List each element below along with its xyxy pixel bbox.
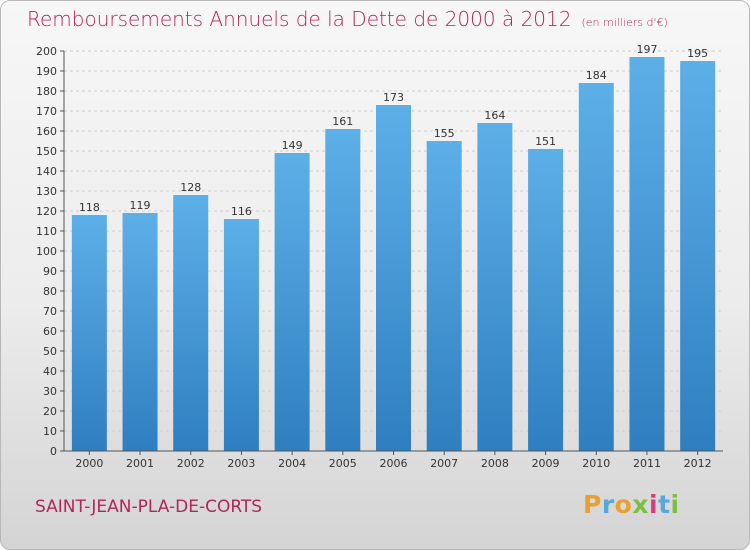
bars: 118 119 128 116 149 161 173 155 164 151 184 197 195 [71,43,716,451]
bar-2004 [274,153,310,451]
chart-title: Remboursements Annuels de la Dette de 20… [27,7,668,31]
y-tick-label: 80 [43,285,57,298]
x-tick-label-2011: 2011 [633,457,661,470]
logo-letter: o [614,490,633,519]
value-label-2001: 119 [130,199,151,212]
value-label-2008: 164 [484,109,505,122]
x-tick-label-2007: 2007 [430,457,458,470]
unit-label: (en milliers d'€) [581,16,668,29]
bar-2012 [680,61,716,451]
title-text: Remboursements Annuels de la Dette de 20… [27,7,572,31]
y-tick-label: 0 [50,445,57,458]
bar-2006 [376,105,411,451]
value-label-2011: 197 [636,43,657,56]
y-tick-label: 30 [43,385,57,398]
bar-2011 [629,57,665,451]
value-label-2006: 173 [383,91,404,104]
proxiti-logo: Proxiti [583,490,680,519]
logo-letter: i [649,490,659,519]
y-tick-label: 100 [36,245,57,258]
y-tick-label: 60 [43,325,57,338]
y-tick-label: 20 [43,405,57,418]
bar-2005 [325,129,361,451]
logo-letter: x [632,490,649,519]
bar-2008 [477,123,513,451]
value-label-2009: 151 [535,135,556,148]
value-label-2012: 195 [687,47,708,60]
logo-letter: t [658,490,671,519]
bar-2007 [426,141,462,451]
y-tick-label: 90 [43,265,57,278]
x-tick-label-2002: 2002 [177,457,205,470]
x-tick-label-2008: 2008 [481,457,509,470]
value-label-2000: 118 [79,201,100,214]
x-tick-label-2010: 2010 [582,457,610,470]
x-tick-label-2004: 2004 [278,457,306,470]
x-tick-label-2009: 2009 [532,457,560,470]
logo-letter: r [601,490,615,519]
x-tick-label-2006: 2006 [380,457,408,470]
x-tick-label-2005: 2005 [329,457,357,470]
y-tick-label: 130 [36,185,57,198]
axes: 0 10 20 30 40 50 60 70 80 90 100 110 120 130 140 150 160… [36,45,723,470]
y-tick-label: 70 [43,305,57,318]
y-tick-label: 10 [43,425,57,438]
x-tick-label-2001: 2001 [126,457,154,470]
bar-2000 [71,215,107,451]
value-label-2007: 155 [434,127,455,140]
bar-2009 [528,149,564,451]
x-tick-label-2000: 2000 [75,457,103,470]
y-tick-label: 40 [43,365,57,378]
bar-2003 [223,219,259,451]
bar-2001 [122,213,158,451]
value-label-2002: 128 [180,181,201,194]
x-tick-label-2012: 2012 [684,457,712,470]
logo-letter: i [670,490,680,519]
y-tick-label: 180 [36,85,57,98]
y-tick-label: 200 [36,45,57,58]
y-tick-label: 120 [36,205,57,218]
y-tick-label: 140 [36,165,57,178]
value-label-2005: 161 [332,115,353,128]
logo-letter: P [583,490,602,519]
y-tick-label: 110 [36,225,57,238]
bar-2002 [173,195,209,451]
city-name: SAINT-JEAN-PLA-DE-CORTS [35,497,263,517]
y-tick-label: 150 [36,145,57,158]
value-label-2010: 184 [586,69,607,82]
y-tick-label: 170 [36,105,57,118]
y-tick-label: 160 [36,125,57,138]
value-label-2004: 149 [282,139,303,152]
y-tick-label: 50 [43,345,57,358]
x-tick-label-2003: 2003 [227,457,255,470]
value-label-2003: 116 [231,205,252,218]
bar-2010 [578,83,614,451]
y-tick-label: 190 [36,65,57,78]
